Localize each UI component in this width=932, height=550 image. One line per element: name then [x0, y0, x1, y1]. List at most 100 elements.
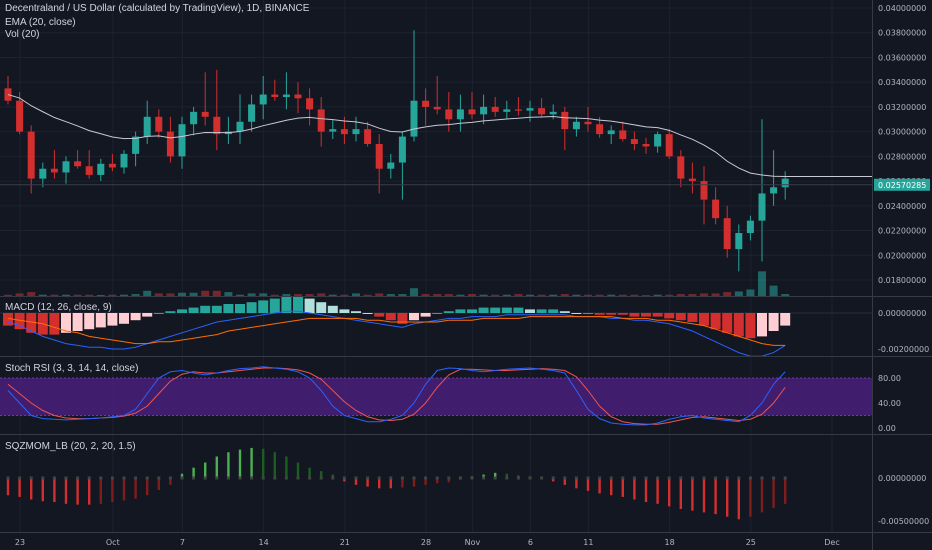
macd-hist-25	[293, 296, 303, 313]
candle-body-45	[526, 108, 534, 111]
macd-hist-56	[652, 313, 663, 317]
ema-legend[interactable]: EMA (20, close)	[5, 17, 76, 28]
volume-bar-49	[572, 294, 581, 296]
sqz-bar-9	[111, 478, 114, 503]
macd-line	[7, 310, 786, 357]
candle-62	[723, 205, 731, 258]
volume-bar-27	[317, 293, 326, 296]
sqz-dot-23	[273, 476, 277, 480]
sqz-bar-15	[180, 473, 184, 478]
sqz-dot-67	[783, 476, 787, 480]
macd-hist-22	[258, 300, 269, 313]
volume-bar-17	[201, 290, 210, 296]
candle-body-9	[108, 163, 116, 168]
price-tick-3: 0.03400000	[878, 78, 926, 87]
candle-body-50	[584, 121, 592, 125]
price-tick-8: 0.02400000	[878, 202, 926, 211]
candle-body-8	[97, 163, 105, 175]
candle-52	[607, 125, 615, 144]
sqz-dot-40	[470, 476, 474, 480]
sqz-dot-0	[6, 476, 10, 480]
sqz-dot-11	[134, 476, 138, 480]
candle-body-32	[375, 144, 383, 169]
candle-23	[271, 79, 279, 101]
sqz-dot-49	[574, 476, 578, 480]
sqz-bar-25	[296, 462, 300, 478]
candle-body-49	[572, 121, 580, 130]
candle-body-43	[503, 109, 511, 112]
candle-25	[294, 82, 302, 114]
sqz-bar-3	[41, 478, 44, 502]
sqz-bar-64	[749, 478, 752, 517]
candle-26	[306, 88, 314, 126]
candle-20	[236, 94, 244, 144]
candle-body-67	[781, 178, 789, 188]
volume-bar-32	[375, 293, 384, 296]
volume-bar-21	[247, 293, 256, 296]
sqz-dot-47	[551, 476, 555, 480]
stoch-band	[0, 378, 872, 416]
macd-legend[interactable]: MACD (12, 26, close, 9)	[5, 302, 112, 313]
candle-body-61	[712, 199, 720, 219]
sqz-dot-62	[725, 476, 729, 480]
candle-5	[62, 156, 70, 184]
sqz-dot-15	[180, 476, 184, 480]
candle-body-34	[398, 136, 406, 163]
sqz-bar-26	[308, 467, 311, 478]
sqz-dot-14	[168, 476, 172, 480]
stoch-rsi-pane[interactable]	[0, 366, 872, 426]
sqz-dot-13	[157, 476, 161, 480]
macd-hist-50	[583, 313, 593, 314]
candle-body-56	[654, 134, 662, 147]
macd-hist-11	[130, 313, 141, 321]
volume-bar-61	[711, 293, 720, 296]
sqz-bar-23	[273, 452, 276, 478]
price-tick-9: 0.02200000	[878, 227, 926, 236]
candle-body-21	[248, 104, 256, 122]
squeeze-momentum-legend[interactable]: SQZMOM_LB (20, 2, 20, 1.5)	[5, 441, 136, 452]
candle-body-65	[758, 193, 766, 221]
stoch-rsi-legend[interactable]: Stoch RSI (3, 3, 14, 14, close)	[5, 363, 139, 374]
sqz-dot-46	[540, 476, 544, 480]
candle-49	[572, 116, 580, 137]
sqz-dot-41	[482, 476, 486, 480]
volume-bar-8	[96, 295, 105, 296]
sqz-bar-48	[563, 478, 566, 485]
sqz-dot-17	[203, 476, 207, 480]
candle-10	[120, 150, 128, 174]
sqz-bar-58	[679, 478, 682, 509]
candle-body-59	[688, 178, 696, 182]
sqz-dot-27	[319, 476, 323, 480]
volume-legend[interactable]: Vol (20)	[5, 29, 40, 40]
squeeze-momentum-pane[interactable]	[6, 447, 787, 520]
macd-hist-2	[26, 313, 37, 333]
sqz-dot-28	[331, 476, 335, 480]
candle-44	[514, 97, 522, 116]
candle-30	[352, 116, 360, 142]
volume-bar-35	[410, 288, 418, 296]
sqz-dot-36	[424, 476, 428, 480]
price-tick-10: 0.02000000	[878, 251, 926, 260]
sqz-bar-67	[784, 478, 787, 504]
macd-hist-41	[478, 307, 489, 313]
sqz-dot-66	[772, 476, 776, 480]
date-axis[interactable]: 23 Oct 7 14 21 28 Nov 6 11 18 25 Dec	[15, 538, 840, 547]
macd-hist-14	[165, 311, 176, 313]
volume-bar-9	[108, 294, 117, 296]
price-pane[interactable]	[0, 30, 872, 272]
macd-hist-4	[49, 313, 60, 335]
sqz-bar-18	[215, 456, 218, 478]
volume-bar-50	[584, 294, 592, 296]
sqz-bar-55	[644, 478, 648, 503]
macd-pane[interactable]	[0, 296, 872, 357]
price-axis[interactable]: 0.04000000 0.03800000 0.03600000 0.03400000…	[874, 4, 930, 526]
candle-body-41	[480, 106, 488, 115]
sqz-dot-31	[366, 476, 370, 480]
candle-body-26	[306, 98, 314, 110]
candle-32	[375, 134, 383, 194]
symbol-title: Decentraland / US Dollar (calculated by …	[5, 3, 310, 14]
macd-hist-5	[61, 313, 71, 333]
sqz-bar-8	[99, 478, 102, 504]
